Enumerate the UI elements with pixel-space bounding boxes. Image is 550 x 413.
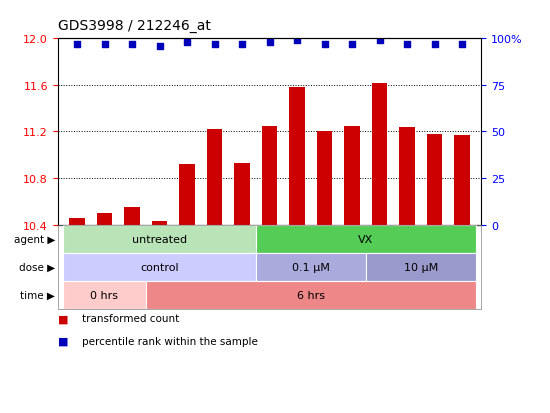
Text: GDS3998 / 212246_at: GDS3998 / 212246_at bbox=[58, 19, 211, 33]
Bar bbox=[289, 88, 305, 225]
Text: 0.1 μM: 0.1 μM bbox=[292, 262, 329, 272]
Bar bbox=[97, 214, 112, 225]
Text: transformed count: transformed count bbox=[82, 313, 180, 323]
Bar bbox=[207, 130, 222, 225]
Text: time ▶: time ▶ bbox=[20, 290, 55, 300]
Bar bbox=[427, 135, 442, 225]
Point bbox=[293, 38, 301, 45]
Point bbox=[458, 42, 466, 48]
Point bbox=[183, 40, 191, 46]
Text: control: control bbox=[140, 262, 179, 272]
Point bbox=[73, 42, 81, 48]
Bar bbox=[69, 218, 85, 225]
Point bbox=[375, 38, 384, 45]
Point bbox=[155, 43, 164, 50]
Bar bbox=[317, 132, 332, 225]
Bar bbox=[262, 126, 277, 225]
Text: agent ▶: agent ▶ bbox=[14, 234, 55, 244]
Bar bbox=[124, 208, 140, 225]
Text: ■: ■ bbox=[58, 313, 68, 323]
Text: ■: ■ bbox=[58, 336, 68, 346]
Point bbox=[238, 42, 246, 48]
Text: untreated: untreated bbox=[132, 234, 187, 244]
Text: percentile rank within the sample: percentile rank within the sample bbox=[82, 336, 258, 346]
Text: 6 hrs: 6 hrs bbox=[297, 290, 324, 300]
Bar bbox=[234, 164, 250, 225]
Bar bbox=[152, 222, 167, 225]
Bar bbox=[372, 83, 387, 225]
Point bbox=[430, 42, 439, 48]
Bar bbox=[399, 128, 415, 225]
Text: 10 μM: 10 μM bbox=[404, 262, 438, 272]
Bar bbox=[454, 135, 470, 225]
Point bbox=[348, 42, 356, 48]
Point bbox=[403, 42, 411, 48]
Point bbox=[265, 40, 274, 46]
Point bbox=[100, 42, 109, 48]
Bar bbox=[344, 126, 360, 225]
Point bbox=[128, 42, 136, 48]
Point bbox=[210, 42, 219, 48]
Text: dose ▶: dose ▶ bbox=[19, 262, 55, 272]
Point bbox=[320, 42, 329, 48]
Bar bbox=[179, 165, 195, 225]
Text: VX: VX bbox=[358, 234, 373, 244]
Text: 0 hrs: 0 hrs bbox=[91, 290, 118, 300]
